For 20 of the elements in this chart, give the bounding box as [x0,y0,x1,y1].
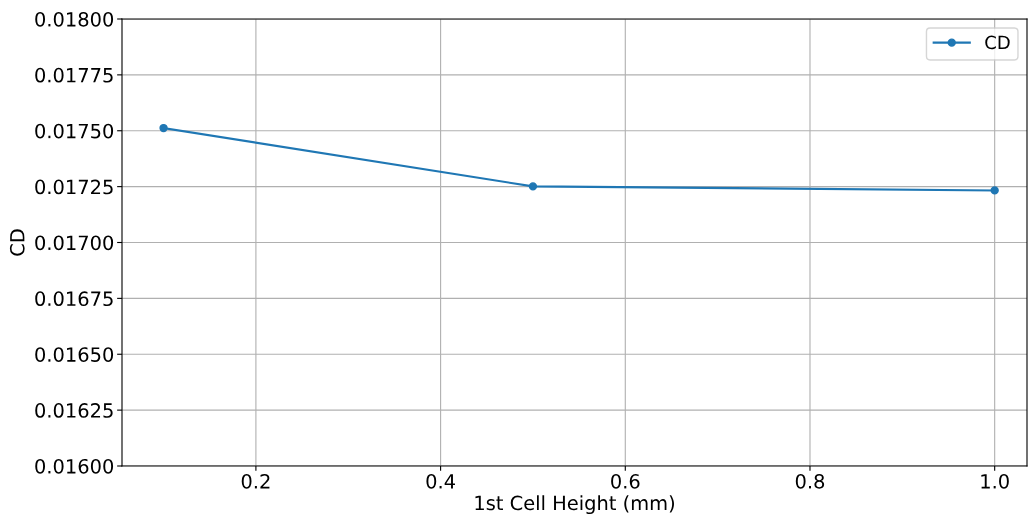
y-tick-label: 0.01600 [35,458,114,474]
x-tick-label: 0.2 [241,473,270,489]
point [990,186,999,195]
y-tick-label: 0.01675 [35,291,113,307]
x-tick-label: 0.6 [611,473,640,489]
x-axis-title: 1st Cell Height (mm) [475,495,674,515]
point [159,123,168,133]
x-tick-label: 1.0 [981,473,1009,489]
legend-label: CD [985,35,1010,50]
x-tick-label: 0.8 [795,473,825,489]
y-tick-label: 0.01700 [35,235,114,251]
y-tick-label: 0.01775 [35,67,113,83]
y-tick-label: 0.01725 [35,179,113,195]
y-tick-label: 0.01625 [35,403,113,418]
y-axis-title: CD [9,229,25,256]
y-tick-label: 0.01650 [35,347,114,362]
y-tick-label: 0.01800 [35,11,114,27]
x-tick-label: 0.4 [426,473,455,489]
point [528,182,538,191]
y-tick-label: 0.01750 [35,123,114,139]
